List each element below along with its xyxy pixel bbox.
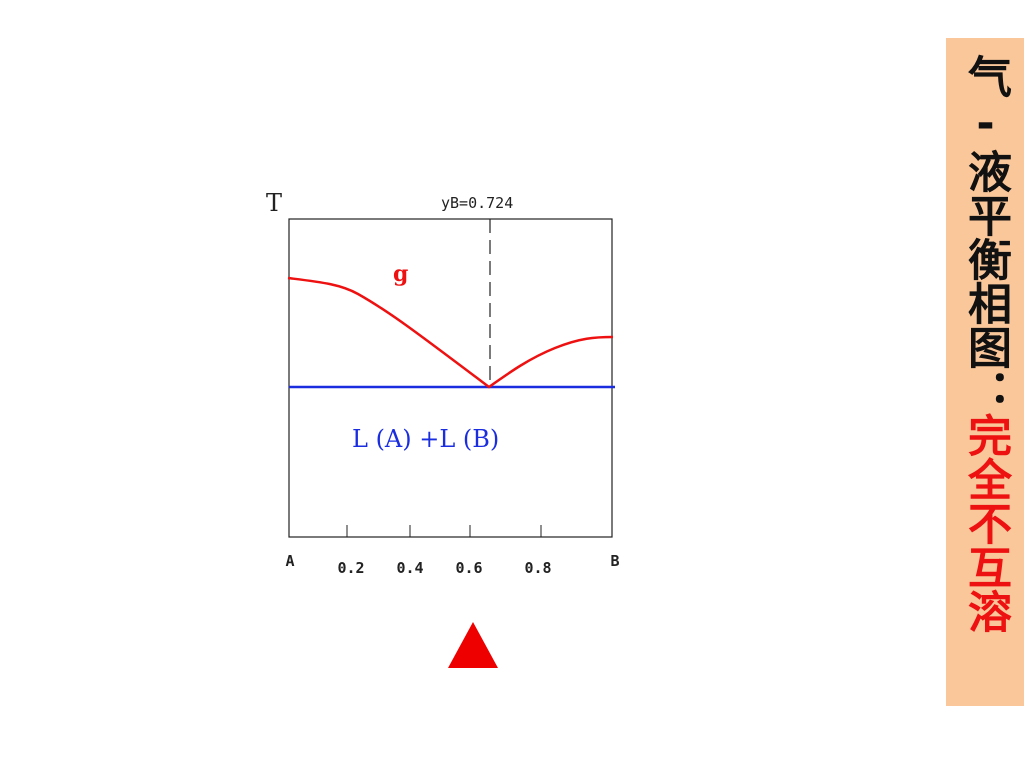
x-tick-label: A	[285, 552, 294, 570]
liquid-label: L (A) +L (B)	[352, 425, 499, 453]
x-tick-label: 0.6	[455, 559, 482, 577]
sidebar-text: 气-液平衡相图：完全不互溶	[946, 38, 1024, 706]
sidebar-subtitle: 完全不互溶	[960, 413, 1011, 633]
axis-label: T	[266, 189, 282, 217]
sidebar: 气-液平衡相图：完全不互溶	[946, 38, 1024, 706]
plot-frame	[288, 218, 613, 538]
sidebar-title: 气-液平衡相图：	[960, 54, 1011, 413]
x-tick-label: 0.2	[337, 559, 364, 577]
triangle-button[interactable]	[448, 622, 498, 668]
gas-curve	[287, 276, 614, 389]
gas-label: g	[393, 261, 408, 287]
annotation: yB=0.724	[441, 194, 513, 212]
x-tick-label: B	[610, 552, 619, 570]
x-tick-label: 0.4	[396, 559, 423, 577]
phase-diagram: T yB=0.724 g L (A) +L (B) A 0.2 0.4 0.6 …	[266, 189, 620, 668]
x-tick-label: 0.8	[524, 559, 551, 577]
